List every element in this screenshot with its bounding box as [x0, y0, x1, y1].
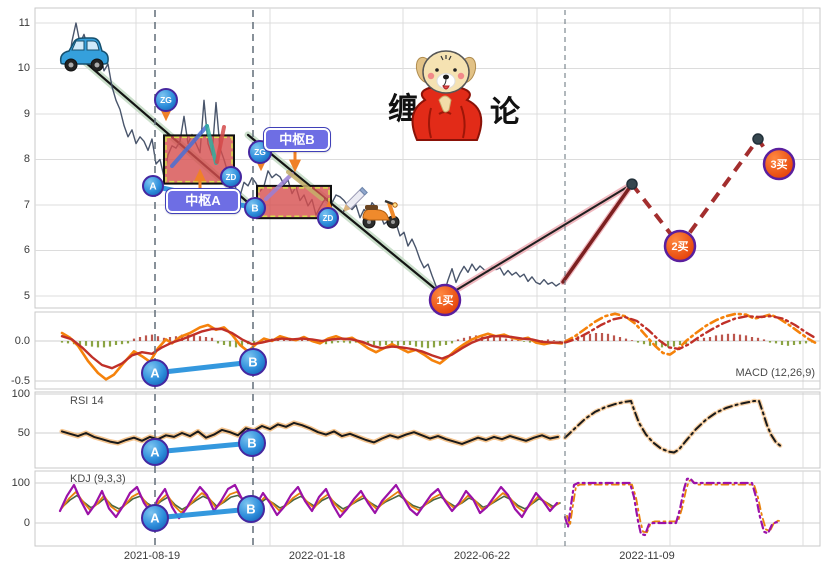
x-tick-date-3: 2022-06-22 — [453, 550, 511, 562]
price-series-layer — [67, 22, 778, 301]
zg-marker-1: ZG — [154, 88, 178, 112]
y-tick-main-7: 7 — [23, 199, 30, 211]
dog-mascot-icon — [397, 48, 497, 149]
kdj-k-line — [61, 490, 560, 514]
kdj-j-forecast — [563, 477, 782, 537]
macd-dea-line — [60, 327, 564, 370]
ab-connector-line — [152, 440, 255, 455]
point-a-macd: A — [141, 359, 169, 387]
svg-text:B: B — [251, 204, 258, 215]
swing-dot — [626, 178, 638, 190]
svg-text:A: A — [150, 511, 160, 526]
y-tick-main-11: 11 — [18, 17, 30, 29]
uptrend-segment-2 — [561, 182, 634, 284]
svg-text:2买: 2买 — [671, 240, 688, 253]
swing-dot — [752, 133, 764, 145]
y-tick-macd-0: 0.0 — [14, 335, 30, 347]
point-a-rsi: A — [141, 438, 169, 466]
kdj-j-line — [58, 483, 559, 520]
y-tick-rsi-100: 100 — [11, 388, 30, 400]
rsi-panel-label: RSI 14 — [70, 395, 104, 407]
pivot-a-label: 中枢A — [165, 188, 241, 214]
y-tick-main-9: 9 — [23, 108, 30, 120]
macd-panel-label: MACD (12,26,9) — [735, 367, 815, 379]
rsi-forecast — [564, 400, 782, 454]
y-tick-main-10: 10 — [17, 62, 30, 74]
ab-connector-line — [152, 506, 254, 521]
svg-text:ZG: ZG — [254, 147, 266, 157]
car-icon — [57, 33, 111, 80]
svg-text:B: B — [246, 502, 255, 517]
rsi-series-layer — [59, 398, 784, 455]
pivot-b-label: 中枢B — [263, 127, 331, 152]
buy-point-1: 1买 — [428, 283, 462, 317]
y-tick-rsi-50: 50 — [17, 427, 30, 439]
svg-text:A: A — [149, 182, 156, 193]
downtrend-segment-2 — [246, 133, 447, 298]
buy-point-3: 3买 — [762, 147, 796, 181]
y-tick-main-5: 5 — [23, 290, 30, 302]
svg-text:ZG: ZG — [160, 95, 172, 105]
svg-text:ZD: ZD — [323, 214, 334, 223]
kdj-k-forecast — [566, 479, 783, 534]
mascot-text-right: 论 — [490, 96, 520, 129]
x-tick-date-4: 2022-11-09 — [619, 550, 675, 562]
ab-connector-line — [152, 359, 256, 376]
pencil-icon — [330, 180, 374, 229]
svg-text:B: B — [248, 355, 257, 370]
zd-marker-2: ZD — [317, 207, 339, 229]
point-a-kdj: A — [141, 504, 169, 532]
y-tick-main-6: 6 — [23, 244, 30, 256]
kdj-panel-label: KDJ (9,3,3) — [70, 473, 126, 485]
point-a-main: A — [142, 175, 164, 197]
point-b-main: B — [244, 197, 266, 219]
rsi-line — [61, 421, 559, 445]
y-tick-kdj-0: 0 — [23, 517, 30, 529]
y-tick-macd-neg: -0.5 — [11, 375, 30, 387]
macd-dea-forecast — [563, 315, 817, 351]
svg-text:A: A — [150, 366, 160, 381]
svg-text:B: B — [247, 436, 256, 451]
scooter-icon — [359, 191, 403, 236]
point-b-macd: B — [239, 348, 267, 376]
x-tick-date-1: 2021-08-19 — [123, 550, 181, 562]
zd-marker-1: ZD — [220, 166, 242, 188]
svg-text:A: A — [150, 445, 160, 460]
svg-text:3买: 3买 — [770, 158, 787, 171]
buy-point-2: 2买 — [663, 229, 697, 263]
svg-text:ZD: ZD — [226, 173, 237, 182]
price-forecast-dashed — [630, 137, 778, 248]
svg-text:1买: 1买 — [436, 294, 453, 307]
point-b-rsi: B — [238, 429, 266, 457]
point-b-kdj: B — [237, 495, 265, 523]
y-tick-main-8: 8 — [23, 153, 30, 165]
x-tick-date-2: 2022-01-18 — [288, 550, 346, 562]
uptrend-segment-1 — [444, 183, 633, 298]
y-tick-kdj-100: 100 — [11, 477, 30, 489]
kdj-series-layer — [58, 477, 783, 537]
